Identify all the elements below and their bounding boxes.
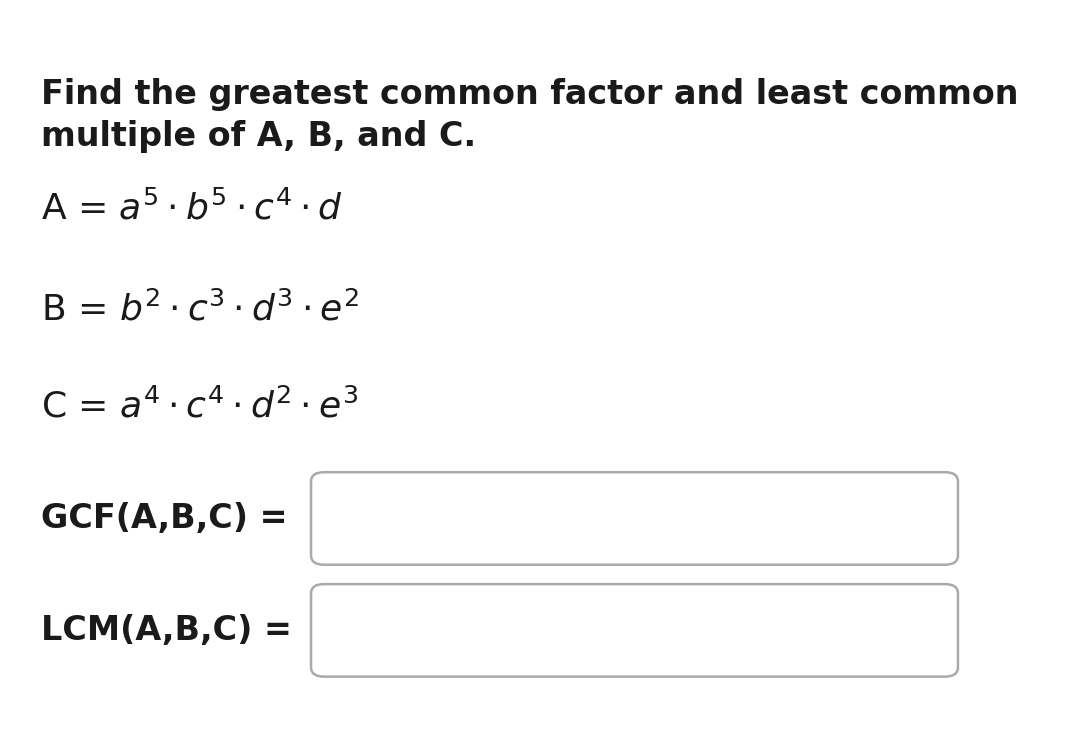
Text: A = $a^5 \cdot b^5 \cdot c^4 \cdot d$: A = $a^5 \cdot b^5 \cdot c^4 \cdot d$ bbox=[41, 191, 342, 227]
FancyBboxPatch shape bbox=[311, 472, 958, 565]
Text: B = $b^2 \cdot c^3 \cdot d^3 \cdot e^2$: B = $b^2 \cdot c^3 \cdot d^3 \cdot e^2$ bbox=[41, 292, 359, 327]
Text: C = $a^4 \cdot c^4 \cdot d^2 \cdot e^3$: C = $a^4 \cdot c^4 \cdot d^2 \cdot e^3$ bbox=[41, 389, 359, 424]
Text: Find the greatest common factor and least common
multiple of A, B, and C.: Find the greatest common factor and leas… bbox=[41, 78, 1018, 154]
Text: GCF(A,B,C) =: GCF(A,B,C) = bbox=[41, 502, 287, 535]
FancyBboxPatch shape bbox=[311, 584, 958, 677]
Text: LCM(A,B,C) =: LCM(A,B,C) = bbox=[41, 614, 292, 647]
